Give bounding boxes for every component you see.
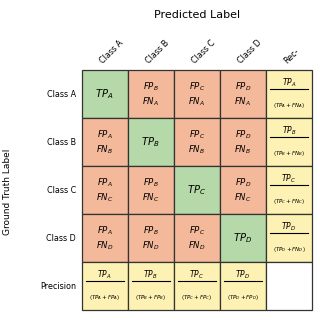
Text: $TP_{D}$: $TP_{D}$ bbox=[235, 268, 251, 281]
Text: $(TP_{C}+FP_{C})$: $(TP_{C}+FP_{C})$ bbox=[181, 293, 212, 302]
Bar bbox=[174, 118, 220, 166]
Text: $TP_{C}$: $TP_{C}$ bbox=[282, 172, 296, 185]
Text: $FP_{D}$: $FP_{D}$ bbox=[235, 128, 251, 141]
Bar bbox=[128, 70, 174, 118]
Text: $FN_{B}$: $FN_{B}$ bbox=[96, 144, 113, 156]
Bar bbox=[220, 118, 266, 166]
Bar bbox=[220, 214, 266, 262]
Text: Class C: Class C bbox=[190, 38, 218, 66]
Text: $TP_{C}$: $TP_{C}$ bbox=[189, 268, 204, 281]
Text: $(TP_{B}+FN_{B})$: $(TP_{B}+FN_{B})$ bbox=[273, 149, 305, 158]
Bar bbox=[128, 118, 174, 166]
Bar bbox=[266, 70, 312, 118]
Text: $TP_{A}$: $TP_{A}$ bbox=[95, 87, 114, 101]
Bar bbox=[128, 166, 174, 214]
Text: $FN_{A}$: $FN_{A}$ bbox=[188, 96, 205, 108]
Text: $(TP_{D}+FN_{D})$: $(TP_{D}+FN_{D})$ bbox=[273, 245, 305, 254]
Text: $FN_{B}$: $FN_{B}$ bbox=[234, 144, 252, 156]
Text: $TP_{A}$: $TP_{A}$ bbox=[282, 76, 296, 89]
Bar bbox=[128, 262, 174, 310]
Bar bbox=[82, 166, 128, 214]
Text: $FP_{B}$: $FP_{B}$ bbox=[143, 80, 159, 93]
Bar bbox=[266, 118, 312, 166]
Text: Class A: Class A bbox=[98, 39, 125, 66]
Text: $FN_{C}$: $FN_{C}$ bbox=[142, 192, 159, 204]
Bar bbox=[82, 70, 128, 118]
Text: $FN_{D}$: $FN_{D}$ bbox=[188, 240, 206, 252]
Bar bbox=[266, 262, 312, 310]
Text: $TP_{B}$: $TP_{B}$ bbox=[143, 268, 158, 281]
Text: $TP_{B}$: $TP_{B}$ bbox=[282, 124, 296, 137]
Text: Class B: Class B bbox=[144, 39, 171, 66]
Text: Ground Truth Label: Ground Truth Label bbox=[4, 149, 12, 235]
Text: $FP_{B}$: $FP_{B}$ bbox=[143, 224, 159, 237]
Text: $FN_{C}$: $FN_{C}$ bbox=[234, 192, 252, 204]
Text: $FP_{B}$: $FP_{B}$ bbox=[143, 176, 159, 189]
Bar bbox=[174, 70, 220, 118]
Text: $FP_{C}$: $FP_{C}$ bbox=[188, 80, 205, 93]
Bar bbox=[82, 118, 128, 166]
Text: Class C: Class C bbox=[47, 186, 76, 195]
Bar bbox=[220, 70, 266, 118]
Bar bbox=[128, 214, 174, 262]
Bar bbox=[174, 166, 220, 214]
Text: Rec-: Rec- bbox=[283, 47, 301, 66]
Text: Class D: Class D bbox=[46, 234, 76, 243]
Bar bbox=[174, 214, 220, 262]
Text: $(TP_{A}+FP_{A})$: $(TP_{A}+FP_{A})$ bbox=[89, 293, 120, 302]
Text: $FN_{B}$: $FN_{B}$ bbox=[188, 144, 205, 156]
Text: Predicted Label: Predicted Label bbox=[154, 10, 240, 20]
Text: $FP_{D}$: $FP_{D}$ bbox=[235, 176, 251, 189]
Bar bbox=[220, 262, 266, 310]
Text: $(TP_{B}+FP_{B})$: $(TP_{B}+FP_{B})$ bbox=[135, 293, 166, 302]
Text: $FP_{A}$: $FP_{A}$ bbox=[97, 128, 113, 141]
Bar bbox=[82, 262, 128, 310]
Text: $(TP_{D}+FP_{D})$: $(TP_{D}+FP_{D})$ bbox=[227, 293, 259, 302]
Text: $TP_{D}$: $TP_{D}$ bbox=[281, 220, 297, 233]
Bar bbox=[220, 166, 266, 214]
Text: $(TP_{A}+FN_{A})$: $(TP_{A}+FN_{A})$ bbox=[273, 101, 305, 110]
Text: $TP_{C}$: $TP_{C}$ bbox=[187, 183, 206, 197]
Text: Class D: Class D bbox=[236, 38, 264, 66]
Text: $(TP_{C}+FN_{C})$: $(TP_{C}+FN_{C})$ bbox=[273, 197, 305, 206]
Text: $TP_{D}$: $TP_{D}$ bbox=[233, 231, 252, 245]
Text: $FP_{A}$: $FP_{A}$ bbox=[97, 176, 113, 189]
Text: $FN_{D}$: $FN_{D}$ bbox=[142, 240, 160, 252]
Bar bbox=[266, 166, 312, 214]
Text: Class B: Class B bbox=[47, 138, 76, 147]
Text: $FN_{A}$: $FN_{A}$ bbox=[234, 96, 252, 108]
Text: Class A: Class A bbox=[47, 90, 76, 99]
Text: $FP_{D}$: $FP_{D}$ bbox=[235, 80, 251, 93]
Bar bbox=[174, 262, 220, 310]
Text: $FN_{A}$: $FN_{A}$ bbox=[142, 96, 159, 108]
Text: $FN_{D}$: $FN_{D}$ bbox=[96, 240, 114, 252]
Bar bbox=[82, 214, 128, 262]
Text: $FN_{C}$: $FN_{C}$ bbox=[96, 192, 113, 204]
Text: $FP_{A}$: $FP_{A}$ bbox=[97, 224, 113, 237]
Text: $FP_{C}$: $FP_{C}$ bbox=[188, 128, 205, 141]
Text: $TP_{B}$: $TP_{B}$ bbox=[141, 135, 160, 149]
Bar bbox=[266, 214, 312, 262]
Text: $FP_{C}$: $FP_{C}$ bbox=[188, 224, 205, 237]
Text: Precision: Precision bbox=[40, 282, 76, 291]
Text: $TP_{A}$: $TP_{A}$ bbox=[97, 268, 112, 281]
